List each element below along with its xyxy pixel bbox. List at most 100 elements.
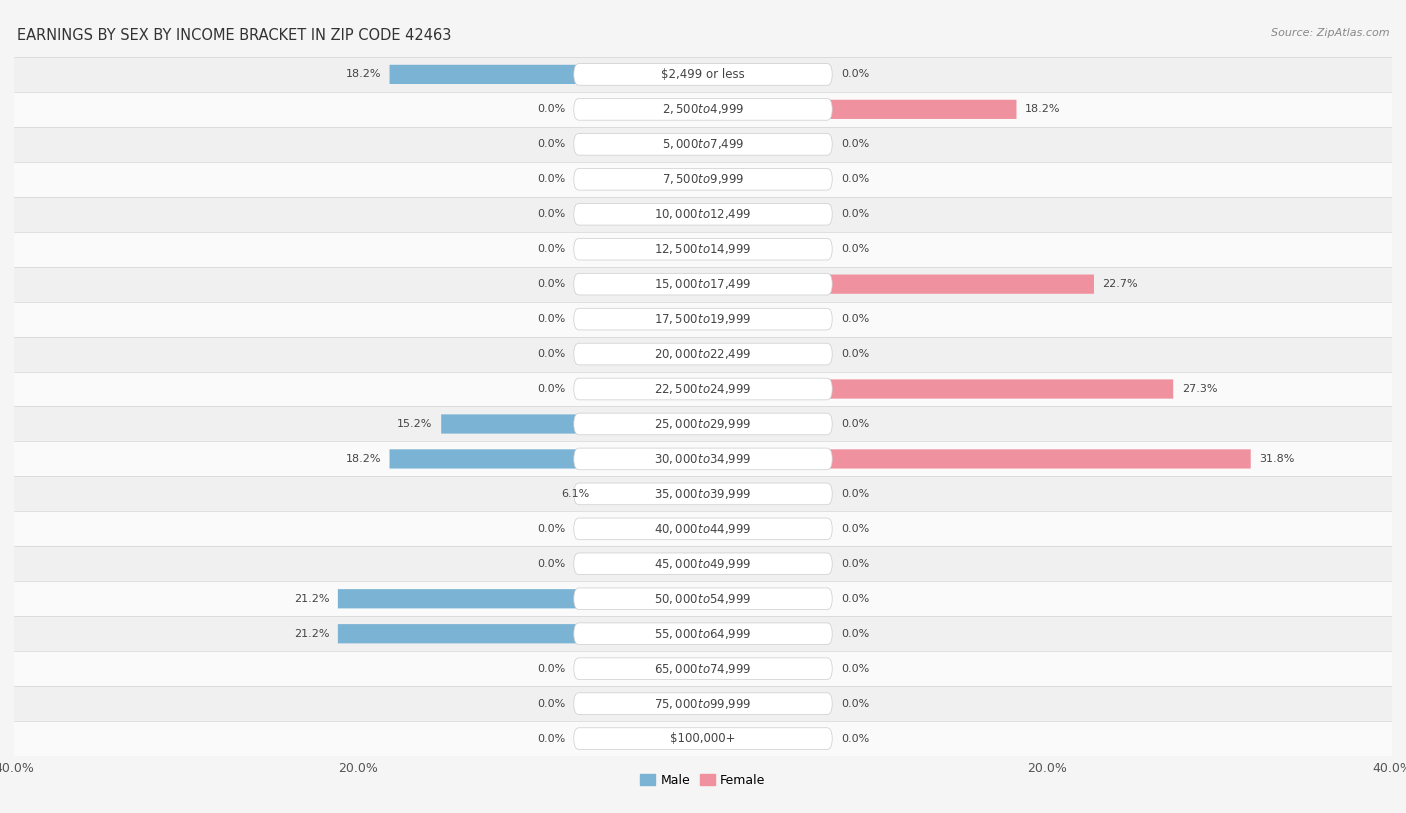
Text: 0.0%: 0.0% [537, 349, 565, 359]
Text: 0.0%: 0.0% [537, 104, 565, 115]
Text: 0.0%: 0.0% [841, 139, 869, 150]
Text: 0.0%: 0.0% [841, 524, 869, 534]
Bar [14, 267, 1392, 302]
Text: 0.0%: 0.0% [841, 628, 869, 639]
Text: 0.0%: 0.0% [537, 174, 565, 185]
FancyBboxPatch shape [574, 343, 832, 365]
Bar [14, 686, 1392, 721]
Text: 0.0%: 0.0% [841, 69, 869, 80]
Text: $75,000 to $99,999: $75,000 to $99,999 [654, 697, 752, 711]
Text: $50,000 to $54,999: $50,000 to $54,999 [654, 592, 752, 606]
Text: 27.3%: 27.3% [1182, 384, 1218, 394]
Text: $17,500 to $19,999: $17,500 to $19,999 [654, 312, 752, 326]
Text: 18.2%: 18.2% [1025, 104, 1060, 115]
Text: 0.0%: 0.0% [537, 384, 565, 394]
Bar [703, 275, 1094, 293]
Text: 0.0%: 0.0% [537, 139, 565, 150]
FancyBboxPatch shape [574, 203, 832, 225]
Text: 31.8%: 31.8% [1260, 454, 1295, 464]
Text: $55,000 to $64,999: $55,000 to $64,999 [654, 627, 752, 641]
Text: 0.0%: 0.0% [841, 698, 869, 709]
Bar [14, 127, 1392, 162]
FancyBboxPatch shape [574, 378, 832, 400]
Text: 15.2%: 15.2% [398, 419, 433, 429]
Bar [14, 232, 1392, 267]
Text: 21.2%: 21.2% [294, 593, 329, 604]
Text: $20,000 to $22,499: $20,000 to $22,499 [654, 347, 752, 361]
Text: 0.0%: 0.0% [537, 663, 565, 674]
Text: 0.0%: 0.0% [841, 419, 869, 429]
Text: $25,000 to $29,999: $25,000 to $29,999 [654, 417, 752, 431]
Text: 18.2%: 18.2% [346, 454, 381, 464]
FancyBboxPatch shape [574, 483, 832, 505]
Text: 0.0%: 0.0% [537, 279, 565, 289]
Bar [337, 589, 703, 608]
Text: 0.0%: 0.0% [841, 733, 869, 744]
Text: 0.0%: 0.0% [841, 209, 869, 220]
Bar [703, 450, 1251, 468]
Text: 0.0%: 0.0% [841, 593, 869, 604]
FancyBboxPatch shape [574, 728, 832, 750]
Text: 22.7%: 22.7% [1102, 279, 1139, 289]
Text: EARNINGS BY SEX BY INCOME BRACKET IN ZIP CODE 42463: EARNINGS BY SEX BY INCOME BRACKET IN ZIP… [17, 28, 451, 43]
FancyBboxPatch shape [574, 623, 832, 645]
Bar [14, 57, 1392, 92]
Text: $22,500 to $24,999: $22,500 to $24,999 [654, 382, 752, 396]
Bar [14, 372, 1392, 406]
Bar [441, 415, 703, 433]
FancyBboxPatch shape [574, 553, 832, 575]
Text: $15,000 to $17,499: $15,000 to $17,499 [654, 277, 752, 291]
Text: $2,500 to $4,999: $2,500 to $4,999 [662, 102, 744, 116]
Bar [14, 546, 1392, 581]
Text: $30,000 to $34,999: $30,000 to $34,999 [654, 452, 752, 466]
Text: 0.0%: 0.0% [537, 209, 565, 220]
Bar [14, 581, 1392, 616]
Text: $100,000+: $100,000+ [671, 733, 735, 745]
Text: 0.0%: 0.0% [841, 559, 869, 569]
Text: 0.0%: 0.0% [537, 559, 565, 569]
Text: 6.1%: 6.1% [561, 489, 589, 499]
FancyBboxPatch shape [574, 588, 832, 610]
FancyBboxPatch shape [574, 413, 832, 435]
Bar [14, 616, 1392, 651]
FancyBboxPatch shape [574, 308, 832, 330]
Text: $12,500 to $14,999: $12,500 to $14,999 [654, 242, 752, 256]
Text: 0.0%: 0.0% [537, 733, 565, 744]
Text: 0.0%: 0.0% [537, 244, 565, 254]
Bar [14, 651, 1392, 686]
Bar [14, 406, 1392, 441]
FancyBboxPatch shape [574, 168, 832, 190]
Bar [598, 485, 703, 503]
FancyBboxPatch shape [574, 98, 832, 120]
Bar [14, 476, 1392, 511]
Text: $45,000 to $49,999: $45,000 to $49,999 [654, 557, 752, 571]
FancyBboxPatch shape [574, 273, 832, 295]
Bar [14, 92, 1392, 127]
Text: $35,000 to $39,999: $35,000 to $39,999 [654, 487, 752, 501]
Text: 0.0%: 0.0% [841, 314, 869, 324]
Bar [337, 624, 703, 643]
Text: $7,500 to $9,999: $7,500 to $9,999 [662, 172, 744, 186]
Text: Source: ZipAtlas.com: Source: ZipAtlas.com [1271, 28, 1389, 38]
Text: $40,000 to $44,999: $40,000 to $44,999 [654, 522, 752, 536]
FancyBboxPatch shape [574, 238, 832, 260]
FancyBboxPatch shape [574, 448, 832, 470]
Text: 21.2%: 21.2% [294, 628, 329, 639]
Text: 0.0%: 0.0% [537, 698, 565, 709]
Bar [14, 511, 1392, 546]
Text: 0.0%: 0.0% [841, 174, 869, 185]
Bar [703, 380, 1173, 398]
Text: 0.0%: 0.0% [841, 489, 869, 499]
Text: 0.0%: 0.0% [841, 349, 869, 359]
Text: 0.0%: 0.0% [841, 663, 869, 674]
Text: 18.2%: 18.2% [346, 69, 381, 80]
Bar [389, 450, 703, 468]
FancyBboxPatch shape [574, 63, 832, 85]
Text: $5,000 to $7,499: $5,000 to $7,499 [662, 137, 744, 151]
Text: $2,499 or less: $2,499 or less [661, 68, 745, 80]
Legend: Male, Female: Male, Female [636, 769, 770, 792]
Text: 0.0%: 0.0% [537, 524, 565, 534]
FancyBboxPatch shape [574, 518, 832, 540]
FancyBboxPatch shape [574, 658, 832, 680]
Bar [14, 721, 1392, 756]
